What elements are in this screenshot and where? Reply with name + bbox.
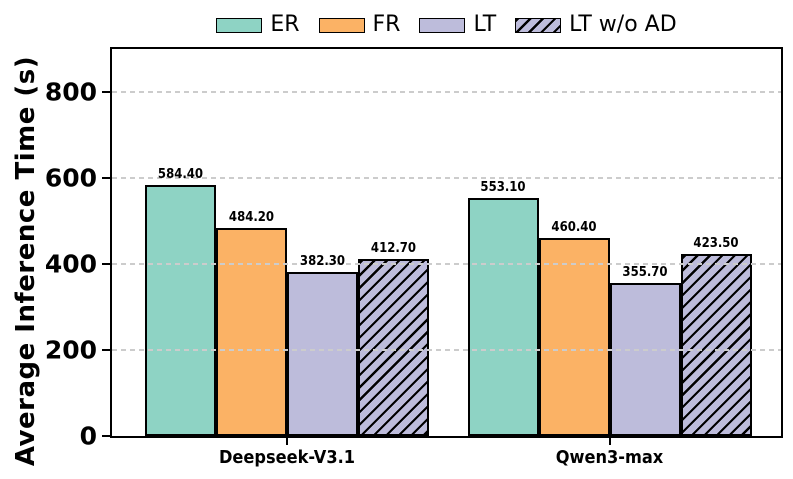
bar-lt-w-o-ad-1 [680,253,752,436]
bar-value-label: 584.40 [157,166,204,182]
plot-area: 584.40 553.10 484.20 460.40 382.30 355.70 412.… [110,47,783,438]
y-tick-mark [102,91,110,93]
bar-er-0 [145,184,216,436]
x-tick-label-1: Qwen3-max [555,447,664,468]
bar-value-label: 423.50 [693,235,739,251]
legend-swatch-icon [318,17,365,33]
y-tick-mark [102,349,110,351]
legend-label: LT [473,12,497,37]
bar-fr-1 [538,238,610,436]
gridline-800 [112,91,781,93]
bar-lt-0 [287,271,358,436]
legend-swatch-icon [419,17,466,33]
x-tick-mark [608,438,611,445]
legend-swatch-icon [216,17,263,33]
legend-label: ER [270,12,300,37]
gridline-600 [112,177,781,179]
legend-item-lt-w-o-ad: LT w/o AD [515,14,677,36]
legend-label: LT w/o AD [569,12,677,37]
legend-label: FR [372,12,401,37]
plot-inner: 584.40 553.10 484.20 460.40 382.30 355.70 412.… [112,49,781,436]
y-tick-label: 600 [44,163,97,193]
bar-value-label: 412.70 [370,240,417,256]
y-tick-label: 400 [44,249,97,279]
bar-fr-0 [216,227,287,436]
bar-value-label: 382.30 [299,253,346,269]
y-tick-mark [102,263,110,265]
bar-value-label: 484.20 [228,209,275,225]
y-tick-mark [102,435,110,437]
chart-legend: ER FR LT LT w/o AD [110,9,783,41]
y-tick-label: 0 [79,421,97,451]
bar-lt-1 [609,283,681,436]
legend-item-er: ER [216,12,300,37]
legend-swatch-icon [515,17,562,33]
y-tick-label: 800 [44,77,97,107]
bar-value-label: 553.10 [480,180,526,196]
bar-er-1 [467,198,539,436]
bar-value-label: 355.70 [622,265,668,281]
x-tick-label-0: Deepseek-V3.1 [218,447,356,468]
y-tick-mark [102,177,110,179]
legend-item-fr: FR [318,12,401,37]
y-tick-label: 200 [44,335,97,365]
x-tick-mark [286,438,288,445]
bar-lt-w-o-ad-0 [358,258,429,436]
legend-item-lt: LT [419,14,496,36]
bar-value-label: 460.40 [551,220,597,236]
